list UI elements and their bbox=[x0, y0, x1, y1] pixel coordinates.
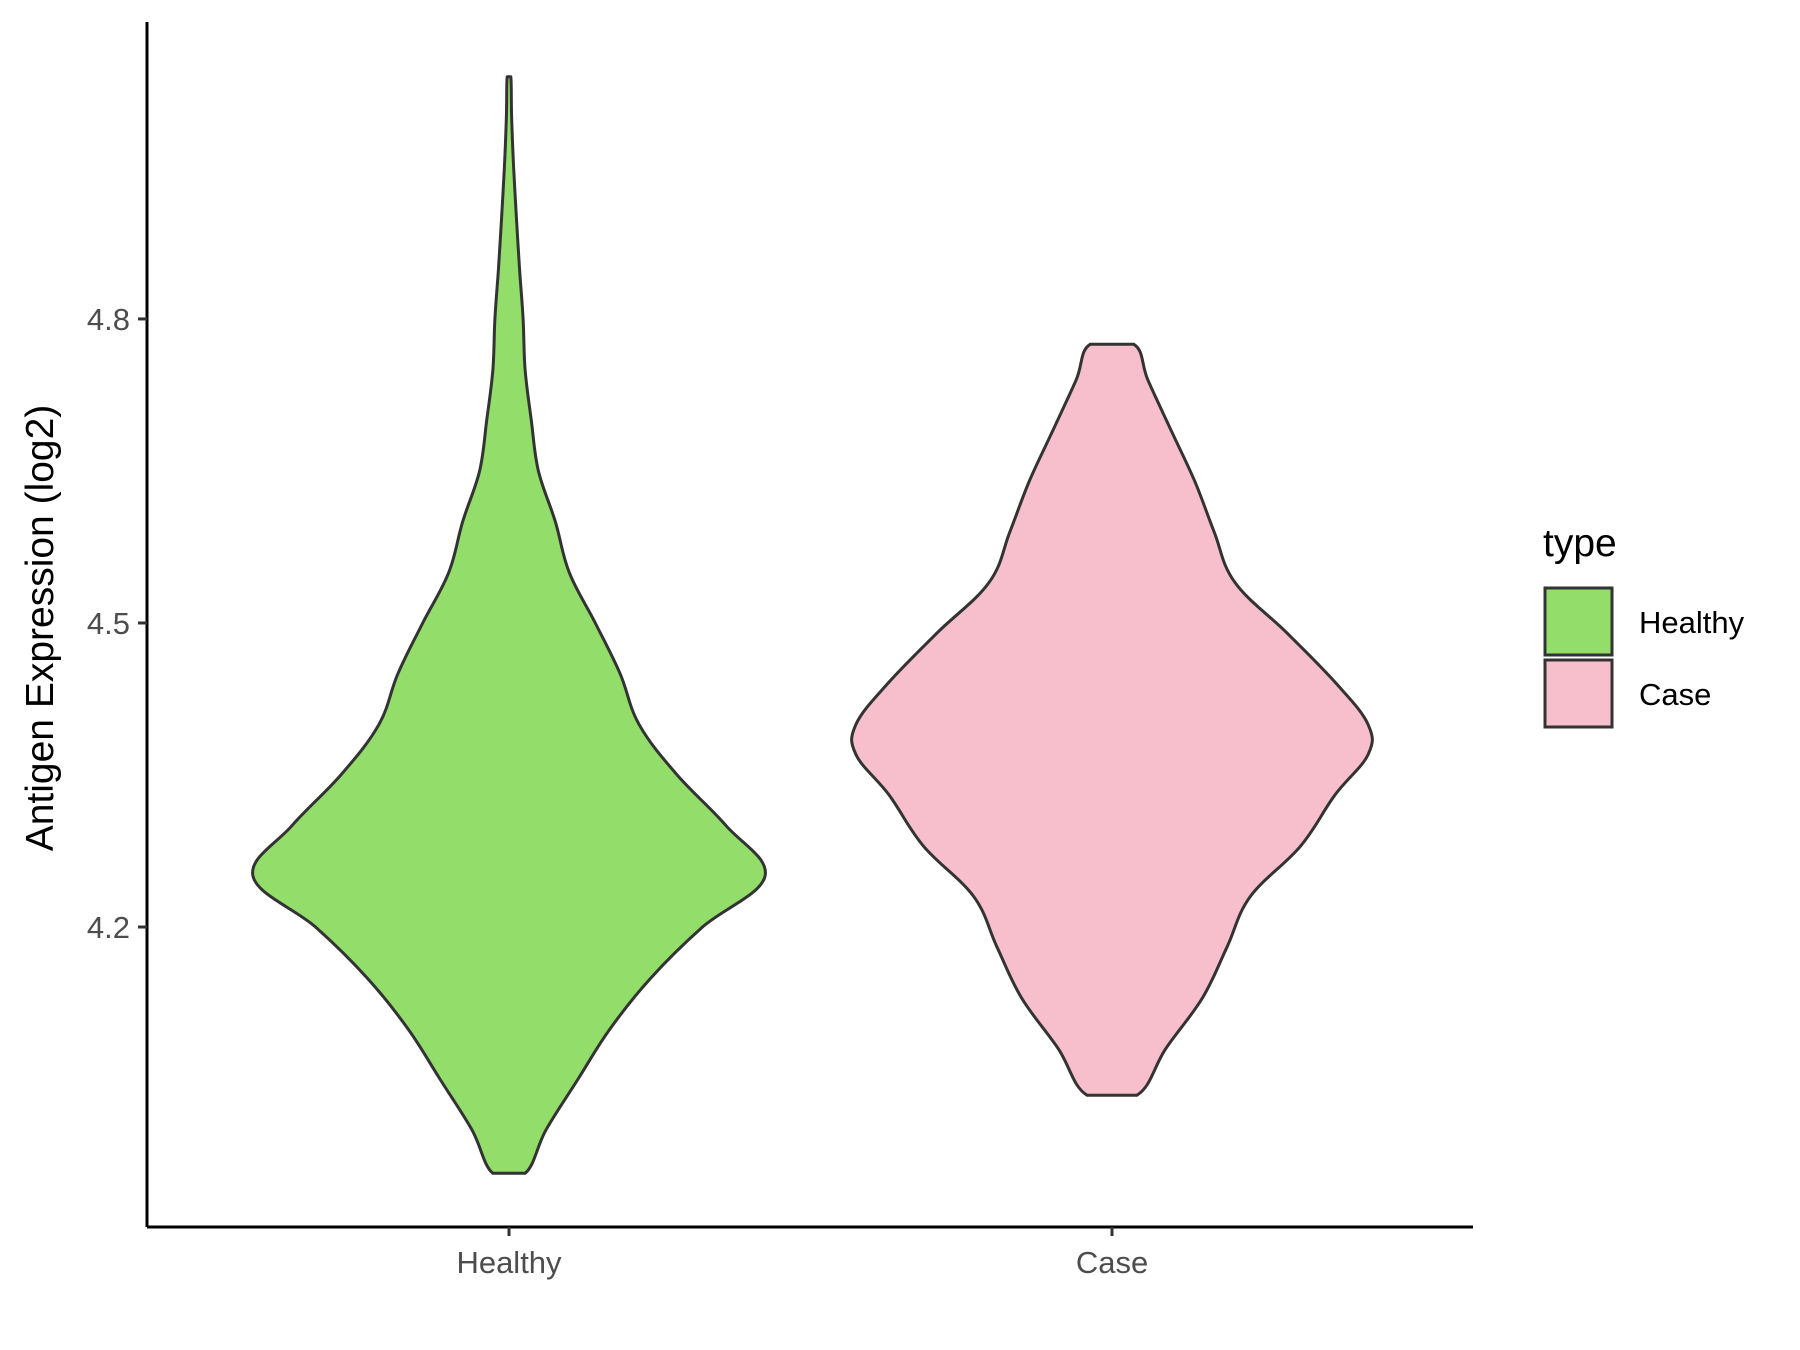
y-tick-label: 4.5 bbox=[87, 606, 130, 641]
legend-key-case bbox=[1543, 658, 1614, 729]
x-axis-ticks: Healthy Case bbox=[456, 1227, 1148, 1280]
violin-layer bbox=[251, 75, 1374, 1175]
x-tick-label: Case bbox=[1076, 1245, 1148, 1280]
y-axis-ticks: 4.2 4.5 4.8 bbox=[87, 302, 147, 945]
legend-title: type bbox=[1543, 522, 1617, 565]
legend-label-case: Case bbox=[1639, 677, 1711, 712]
legend-key-healthy bbox=[1543, 586, 1614, 657]
x-tick-label: Healthy bbox=[456, 1245, 562, 1280]
y-tick-label: 4.2 bbox=[87, 910, 130, 945]
legend: type Healthy Case bbox=[1543, 522, 1745, 729]
y-axis-title: Antigen Expression (log2) bbox=[19, 405, 62, 852]
y-tick-label: 4.8 bbox=[87, 302, 130, 337]
violin-healthy bbox=[251, 75, 767, 1175]
legend-label-healthy: Healthy bbox=[1639, 605, 1745, 640]
violin-case bbox=[850, 342, 1374, 1097]
